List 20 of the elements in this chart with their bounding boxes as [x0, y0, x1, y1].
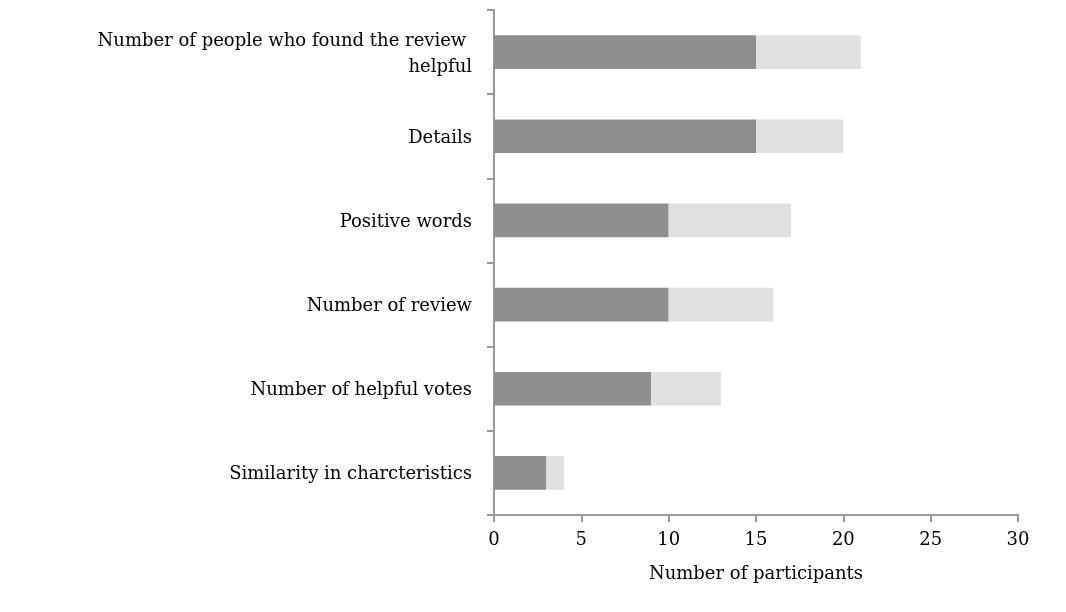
y-tick-label: Positive words: [339, 209, 472, 231]
bar: [668, 203, 791, 238]
x-tick-label: 10: [657, 527, 681, 549]
x-tick-label: 25: [919, 527, 943, 549]
x-axis-title: Number of participants: [648, 561, 864, 583]
y-tick-label: Number of helpful votes: [250, 378, 472, 400]
bar: [668, 287, 774, 322]
x-tick-label: 5: [575, 527, 588, 549]
y-tick-label: Similarity in charcteristics: [229, 462, 472, 484]
x-tick-label: 15: [744, 527, 768, 549]
y-tick-label: Details: [408, 125, 472, 147]
bar: [756, 119, 844, 154]
x-tick-label: 20: [831, 527, 855, 549]
y-tick-label: Number of people who found the review helpful: [97, 28, 473, 76]
bar: [756, 35, 861, 69]
y-tick-label: Number of review: [306, 294, 473, 316]
bar: [546, 456, 564, 490]
x-tick-label: 30: [1006, 527, 1030, 549]
bar: [651, 371, 722, 406]
x-tick-label: 0: [488, 527, 500, 549]
